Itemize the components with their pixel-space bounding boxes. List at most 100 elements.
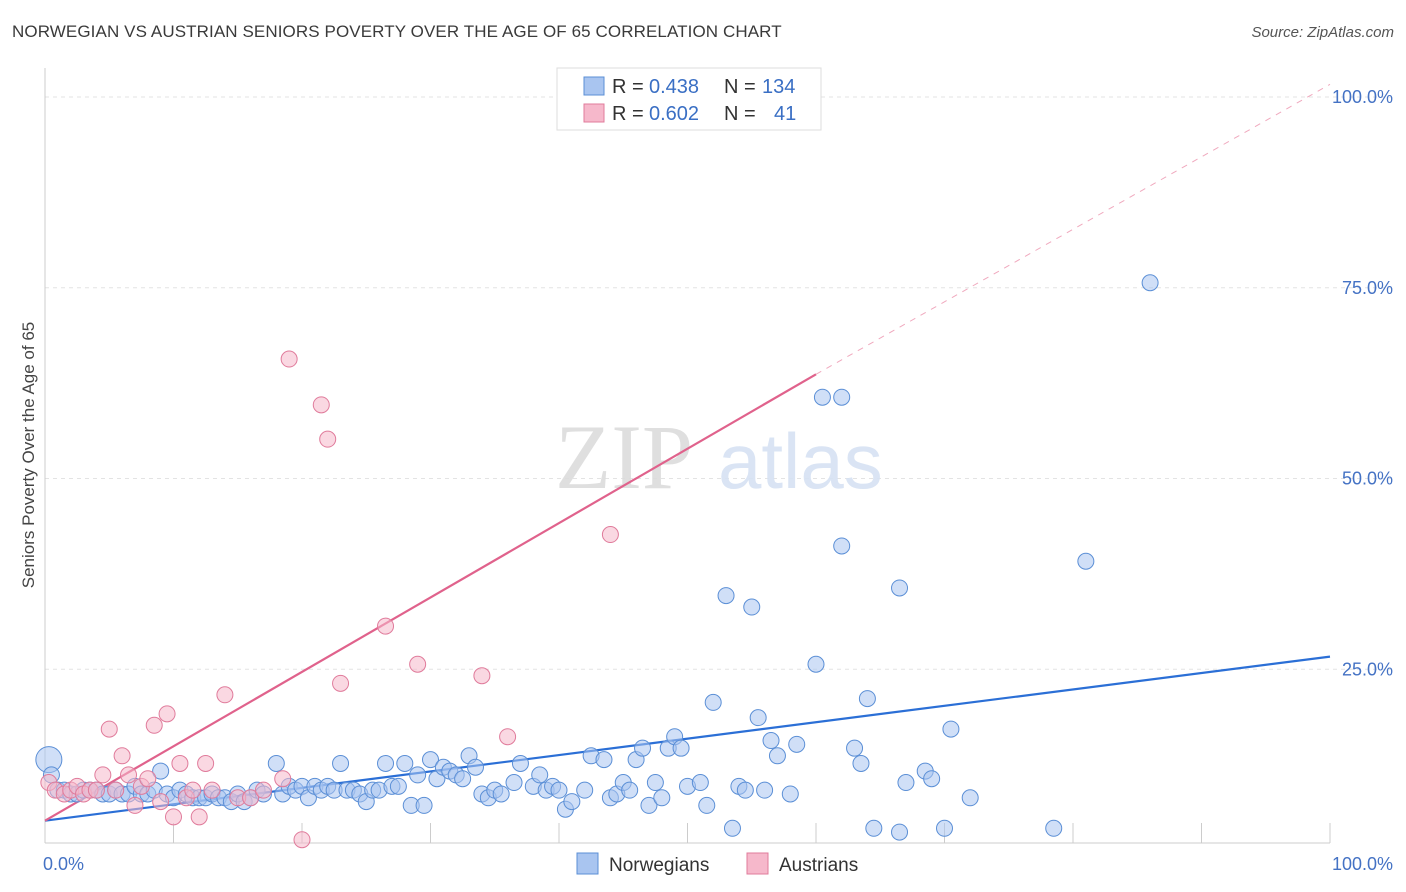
point-austrians-10 [107, 781, 125, 799]
point-norwegians-70 [492, 785, 510, 803]
point-norwegians-71 [505, 774, 523, 792]
point-norwegians-55 [396, 754, 414, 772]
watermark-atlas: atlas [718, 417, 883, 505]
point-norwegians-72 [511, 754, 529, 772]
point-austrians-30 [274, 770, 292, 788]
bottom-legend: Norwegians Austrians [576, 852, 858, 876]
point-norwegians-99 [717, 587, 735, 605]
trend-line-austrians [44, 373, 817, 822]
point-norwegians-116 [858, 690, 876, 708]
point-norwegians-102 [736, 781, 754, 799]
point-austrians-15 [139, 770, 157, 788]
point-norwegians-77 [550, 781, 568, 799]
point-norwegians-107 [768, 747, 786, 765]
point-austrians-17 [152, 793, 170, 811]
point-austrians-36 [377, 617, 395, 635]
point-norwegians-88 [634, 739, 652, 757]
point-austrians-24 [197, 754, 215, 772]
point-norwegians-118 [891, 823, 909, 841]
point-austrians-26 [216, 686, 234, 704]
point-norwegians-125 [961, 789, 979, 807]
point-norwegians-123 [936, 819, 953, 837]
point-norwegians-100 [723, 819, 741, 837]
point-austrians-40 [601, 526, 619, 544]
x-tick-label-1: 100.0% [1332, 854, 1393, 874]
point-austrians-18 [158, 705, 176, 723]
legend-swatch-norwegians [583, 76, 605, 96]
point-norwegians-52 [377, 754, 395, 772]
point-norwegians-35 [267, 754, 285, 772]
point-austrians-16 [145, 716, 163, 734]
watermark-zip: ZIP [555, 406, 693, 508]
point-norwegians-82 [595, 751, 613, 769]
point-norwegians-113 [833, 537, 851, 555]
legend-n-value-0: 134 [762, 76, 795, 98]
y-tick-label-2: 50.0% [1342, 469, 1393, 489]
legend-n-label-0: N = [724, 76, 756, 98]
point-austrians-8 [94, 766, 112, 784]
point-austrians-22 [184, 781, 202, 799]
bottom-legend-label-austrians: Austrians [779, 855, 858, 876]
point-austrians-7 [87, 781, 105, 799]
trend-line-extension-austrians [815, 83, 1331, 375]
point-norwegians-108 [781, 785, 799, 803]
point-norwegians-114 [846, 739, 864, 757]
y-axis-label: Seniors Poverty Over the Age of 65 [19, 322, 38, 588]
point-austrians-19 [165, 808, 182, 826]
point-norwegians-128 [1141, 274, 1159, 292]
bottom-legend-label-norwegians: Norwegians [609, 855, 709, 876]
bottom-legend-swatch-norwegians [576, 852, 599, 875]
point-norwegians-110 [807, 655, 825, 673]
point-norwegians-112 [833, 388, 851, 406]
legend-r-label-1: R = [612, 103, 644, 125]
point-austrians-9 [100, 720, 118, 738]
point-norwegians-119 [891, 579, 909, 597]
point-austrians-31 [280, 350, 298, 368]
point-austrians-37 [409, 655, 427, 673]
point-austrians-13 [126, 796, 144, 814]
point-norwegians-89 [640, 796, 658, 814]
point-norwegians-97 [698, 796, 716, 814]
point-norwegians-79 [563, 793, 581, 811]
point-norwegians-64 [454, 770, 472, 788]
point-austrians-20 [171, 754, 189, 772]
point-norwegians-90 [646, 774, 664, 792]
point-norwegians-104 [749, 709, 767, 727]
y-tick-label-1: 75.0% [1342, 278, 1393, 298]
point-austrians-28 [242, 789, 260, 807]
point-norwegians-122 [923, 770, 941, 788]
point-norwegians-109 [788, 735, 806, 753]
point-norwegians-94 [672, 739, 690, 757]
point-norwegians-117 [865, 819, 883, 837]
point-norwegians-127 [1077, 552, 1095, 570]
point-norwegians-54 [389, 777, 407, 795]
legend-n-value-1: 41 [774, 103, 796, 125]
point-norwegians-86 [621, 781, 639, 799]
tick-labels: 100.0% 75.0% 50.0% 25.0% 0.0% 100.0% [43, 87, 1393, 874]
point-austrians-12 [120, 766, 138, 784]
legend-swatch-austrians [583, 103, 605, 123]
point-austrians-23 [190, 808, 208, 826]
point-austrians-29 [254, 781, 272, 799]
data-points [35, 83, 1159, 849]
point-norwegians-124 [942, 720, 960, 738]
point-norwegians-98 [704, 693, 722, 711]
point-norwegians-74 [531, 766, 549, 784]
point-norwegians-66 [466, 758, 484, 776]
watermark: ZIP atlas [555, 406, 883, 508]
chart-title: NORWEGIAN VS AUSTRIAN SENIORS POVERTY OV… [12, 22, 782, 41]
legend-r-value-0: 0.438 [649, 76, 699, 98]
point-norwegians-115 [852, 754, 870, 772]
point-norwegians-120 [897, 774, 915, 792]
grid-lines [45, 96, 1392, 670]
bottom-legend-swatch-austrians [746, 852, 769, 875]
point-norwegians-45 [332, 754, 350, 772]
point-norwegians-58 [415, 796, 433, 814]
point-norwegians-91 [653, 789, 671, 807]
legend-r-label-0: R = [612, 76, 644, 98]
legend-n-label-1: N = [724, 103, 756, 125]
point-austrians-39 [499, 728, 517, 746]
legend-r-value-1: 0.602 [649, 103, 699, 125]
point-norwegians-126 [1045, 819, 1063, 837]
